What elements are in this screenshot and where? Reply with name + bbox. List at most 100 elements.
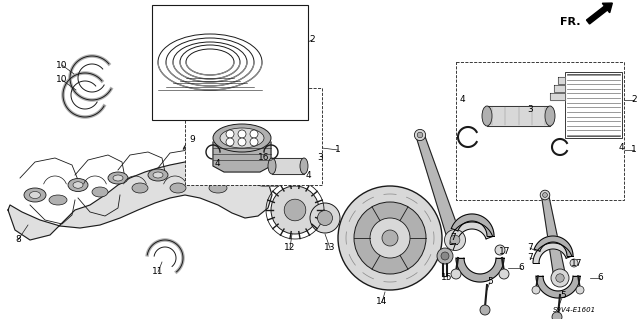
- Ellipse shape: [220, 128, 264, 148]
- Ellipse shape: [108, 172, 128, 184]
- Text: 1: 1: [631, 145, 637, 154]
- Text: 10: 10: [56, 61, 68, 70]
- Ellipse shape: [132, 183, 148, 193]
- Text: 7: 7: [450, 234, 456, 242]
- Ellipse shape: [545, 106, 555, 126]
- Circle shape: [576, 286, 584, 294]
- Polygon shape: [451, 214, 494, 236]
- Ellipse shape: [148, 169, 168, 181]
- Ellipse shape: [234, 172, 243, 178]
- Text: 16: 16: [259, 153, 269, 162]
- Text: 3: 3: [317, 153, 323, 162]
- Text: 6: 6: [518, 263, 524, 272]
- Circle shape: [552, 312, 562, 319]
- Text: 5: 5: [560, 291, 566, 300]
- Circle shape: [271, 186, 319, 234]
- Ellipse shape: [188, 166, 208, 179]
- Text: 7: 7: [527, 243, 533, 253]
- Polygon shape: [240, 172, 285, 186]
- Text: 4: 4: [305, 170, 311, 180]
- Text: FR.: FR.: [560, 17, 580, 27]
- Circle shape: [415, 130, 426, 141]
- Circle shape: [354, 202, 426, 274]
- Ellipse shape: [92, 187, 108, 197]
- Circle shape: [317, 211, 333, 226]
- Circle shape: [451, 269, 461, 279]
- Polygon shape: [456, 258, 504, 282]
- Text: 8: 8: [15, 235, 21, 244]
- Ellipse shape: [209, 183, 227, 193]
- Circle shape: [238, 138, 246, 146]
- Circle shape: [226, 138, 234, 146]
- Text: 6: 6: [597, 273, 603, 283]
- Circle shape: [250, 130, 258, 138]
- Text: 4: 4: [214, 159, 220, 167]
- Ellipse shape: [193, 169, 203, 175]
- Text: 2: 2: [309, 35, 315, 44]
- Polygon shape: [270, 166, 279, 171]
- Polygon shape: [554, 85, 565, 92]
- Circle shape: [540, 190, 550, 200]
- Polygon shape: [213, 142, 271, 172]
- Circle shape: [532, 286, 540, 294]
- Ellipse shape: [268, 158, 276, 174]
- Ellipse shape: [213, 124, 271, 152]
- Circle shape: [480, 305, 490, 315]
- Ellipse shape: [153, 172, 163, 178]
- Circle shape: [284, 199, 306, 221]
- Ellipse shape: [73, 182, 83, 188]
- Circle shape: [338, 186, 442, 290]
- Polygon shape: [450, 222, 493, 244]
- Text: 17: 17: [499, 248, 511, 256]
- FancyBboxPatch shape: [565, 72, 622, 138]
- FancyBboxPatch shape: [152, 5, 308, 120]
- Text: 15: 15: [441, 273, 452, 283]
- Polygon shape: [416, 134, 461, 242]
- Circle shape: [570, 259, 578, 267]
- Text: 13: 13: [324, 243, 336, 253]
- FancyBboxPatch shape: [185, 88, 322, 185]
- FancyArrow shape: [586, 3, 612, 24]
- Polygon shape: [487, 106, 550, 126]
- Circle shape: [382, 230, 398, 246]
- Circle shape: [543, 193, 547, 197]
- Circle shape: [238, 130, 246, 138]
- Text: 11: 11: [152, 268, 164, 277]
- Text: 7: 7: [527, 254, 533, 263]
- Circle shape: [370, 218, 410, 258]
- Polygon shape: [272, 158, 304, 174]
- Polygon shape: [8, 158, 272, 240]
- Ellipse shape: [29, 191, 40, 198]
- Circle shape: [437, 248, 453, 264]
- Circle shape: [445, 229, 465, 250]
- Ellipse shape: [68, 179, 88, 191]
- Text: S9V4-E1601: S9V4-E1601: [554, 307, 596, 313]
- Circle shape: [556, 274, 564, 282]
- Polygon shape: [533, 243, 572, 263]
- Text: 7: 7: [450, 243, 456, 253]
- Text: 12: 12: [284, 243, 296, 253]
- Circle shape: [495, 245, 505, 255]
- Circle shape: [417, 132, 423, 138]
- Circle shape: [226, 130, 234, 138]
- Text: 9: 9: [189, 136, 195, 145]
- Circle shape: [310, 203, 340, 233]
- Text: 2: 2: [631, 95, 637, 105]
- Ellipse shape: [170, 183, 186, 193]
- Circle shape: [551, 269, 569, 287]
- Ellipse shape: [113, 175, 123, 181]
- Ellipse shape: [24, 188, 46, 202]
- Polygon shape: [536, 276, 580, 298]
- Text: 14: 14: [376, 298, 388, 307]
- Circle shape: [250, 138, 258, 146]
- Ellipse shape: [229, 169, 247, 181]
- Circle shape: [441, 252, 449, 260]
- Text: 17: 17: [572, 258, 583, 268]
- Text: 10: 10: [56, 76, 68, 85]
- FancyBboxPatch shape: [456, 62, 624, 200]
- Polygon shape: [541, 194, 566, 279]
- Ellipse shape: [300, 158, 308, 174]
- Circle shape: [499, 269, 509, 279]
- Text: 3: 3: [527, 106, 533, 115]
- Circle shape: [450, 235, 460, 245]
